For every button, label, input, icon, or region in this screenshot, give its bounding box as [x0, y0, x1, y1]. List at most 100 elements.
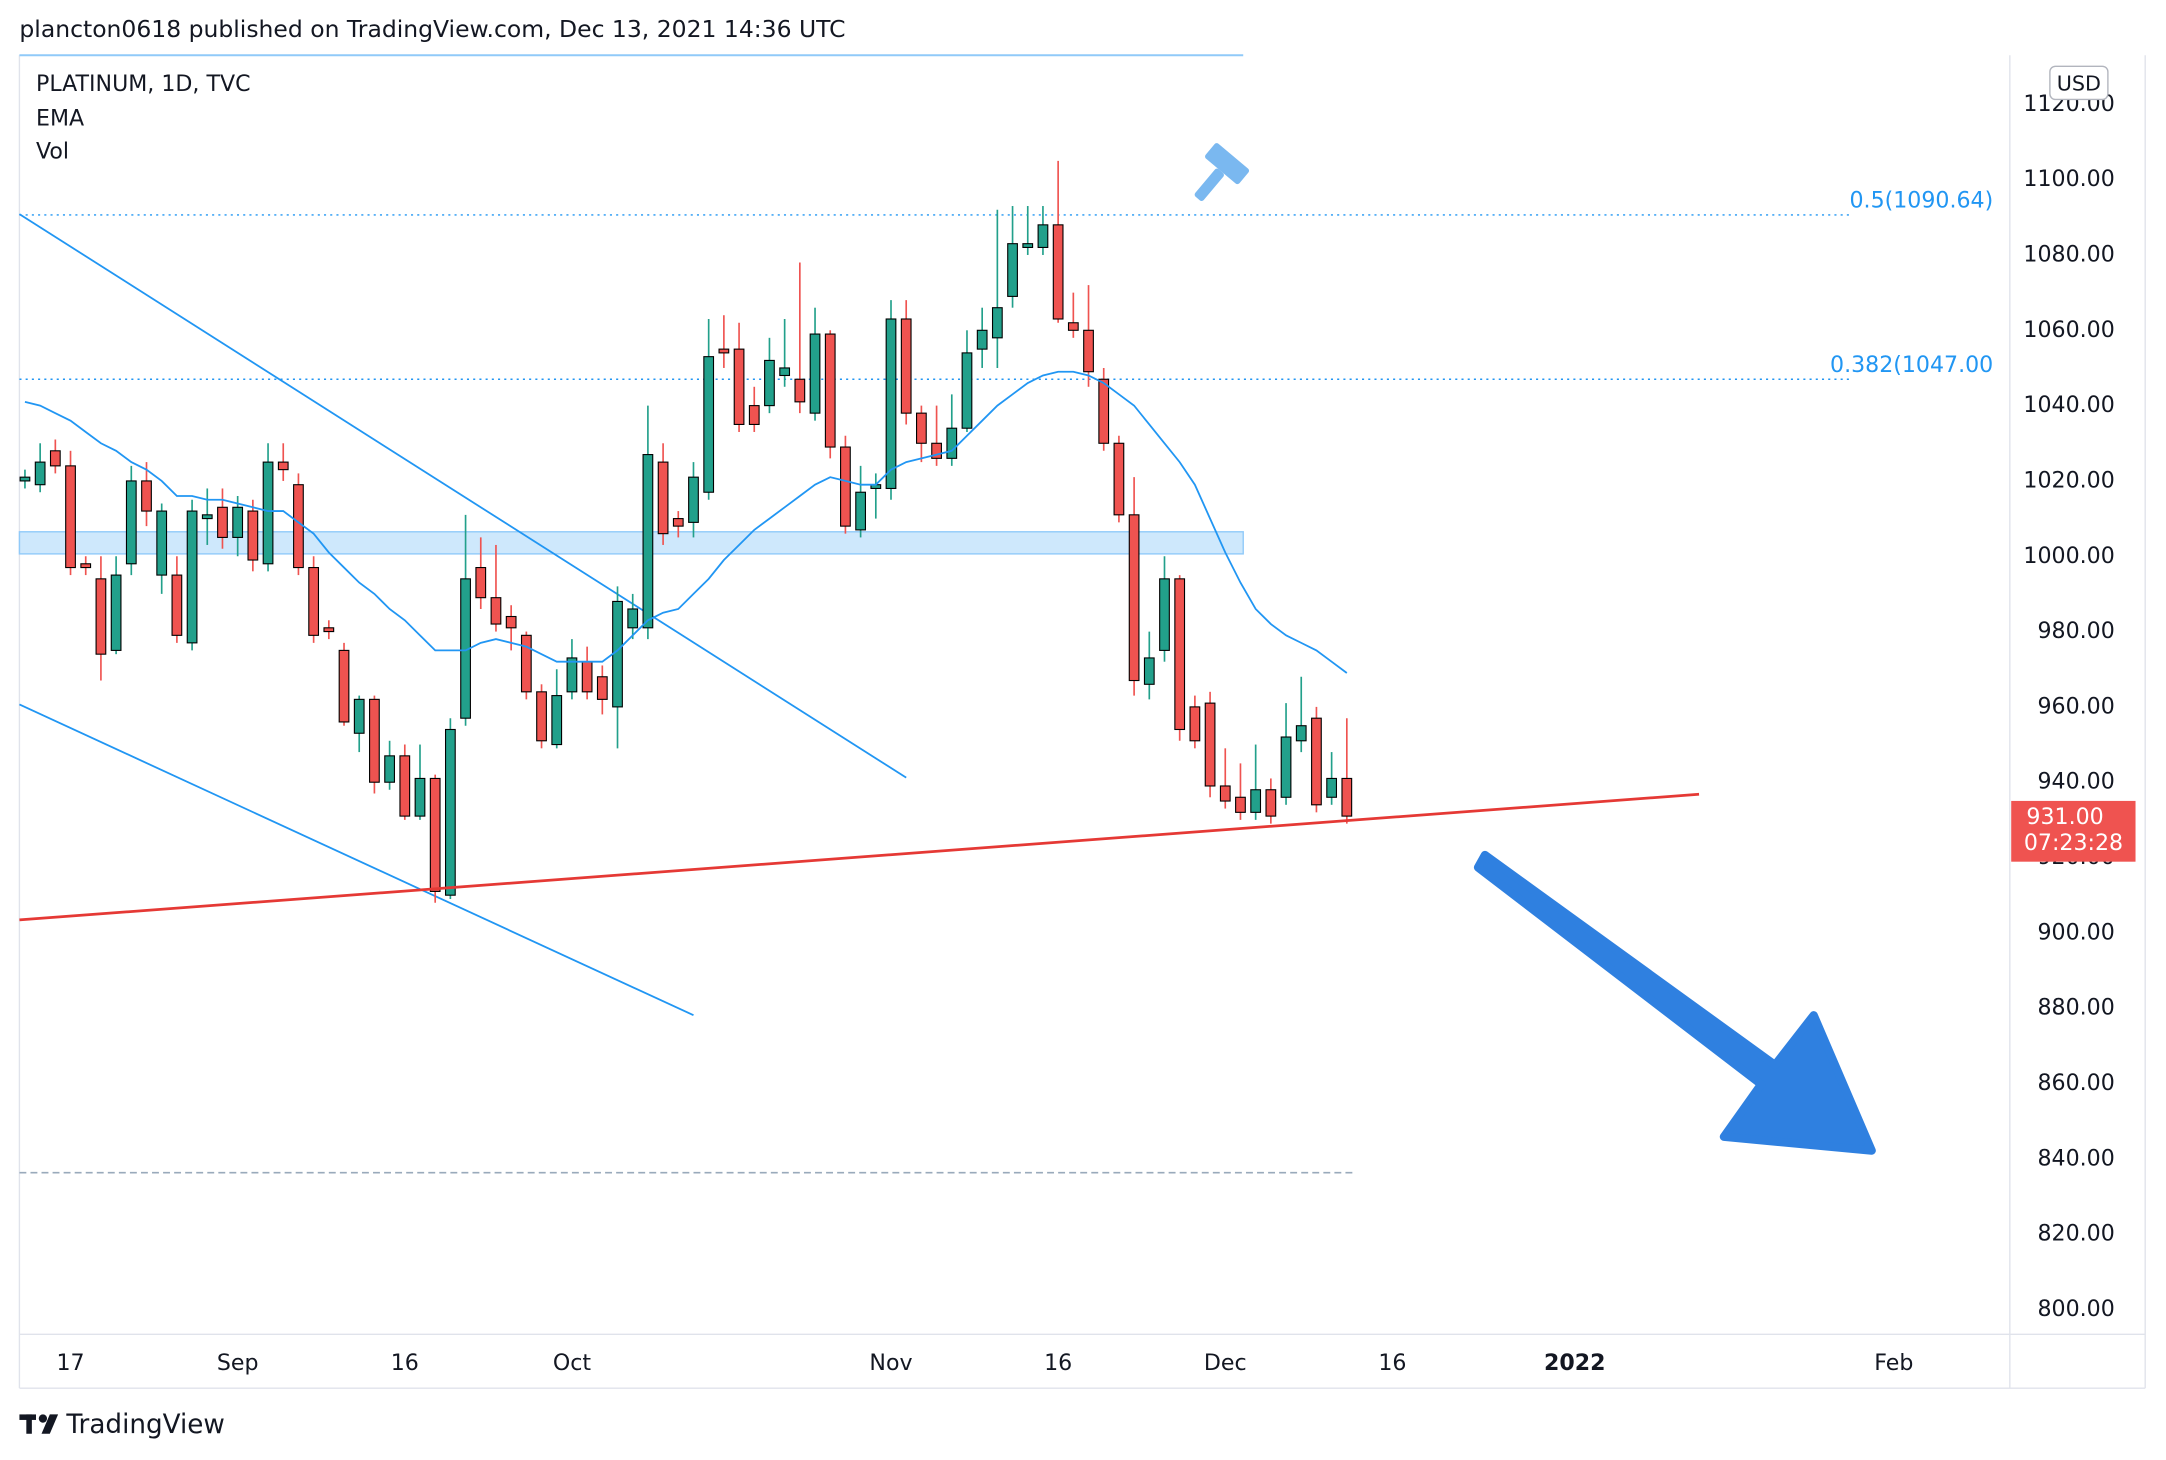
candle-body: [293, 484, 304, 569]
y-tick-label: 1100.00: [2023, 166, 2114, 192]
x-tick-label: Sep: [217, 1350, 259, 1376]
candle-body: [1159, 578, 1170, 651]
ema-line: [24, 370, 1348, 674]
candle-body: [1174, 578, 1186, 731]
candle-body: [247, 510, 259, 561]
y-tick-label: 980.00: [2037, 618, 2114, 644]
candle-body: [110, 574, 122, 651]
ema-label: EMA: [36, 105, 84, 131]
candle-body: [1265, 789, 1277, 817]
candle-body: [1143, 657, 1155, 685]
candle-body: [1083, 329, 1094, 373]
candle-body: [308, 566, 320, 636]
candle-body: [232, 506, 244, 538]
publish-header: plancton0618 published on TradingView.co…: [19, 15, 845, 43]
fib-level-label: 0.382(1047.00: [1830, 352, 1993, 378]
candle-body: [1037, 224, 1049, 248]
candle-body: [627, 608, 639, 629]
tradingview-logo: [19, 1414, 59, 1434]
hammer-handle: [1194, 168, 1224, 201]
candle-body: [900, 318, 912, 414]
y-tick-label: 1040.00: [2023, 392, 2114, 418]
y-tick-label: 1000.00: [2023, 543, 2114, 569]
y-tick-label: 1020.00: [2023, 467, 2114, 493]
candle-body: [551, 695, 563, 746]
candle-body: [1189, 706, 1201, 742]
candle-body: [201, 514, 213, 520]
legend: PLATINUM, 1D, TVC EMA Vol: [36, 71, 251, 165]
hammer-head: [1205, 143, 1250, 185]
footer-brand: TradingView: [65, 1410, 225, 1440]
candle-body: [946, 427, 958, 459]
candle-body: [764, 359, 775, 407]
candle-body: [277, 461, 289, 471]
candle-body: [657, 461, 669, 535]
candle-body: [49, 450, 61, 467]
candle-body: [19, 476, 31, 482]
candle-body: [779, 367, 791, 377]
candle-body: [703, 356, 715, 493]
x-tick-label: 16: [391, 1350, 419, 1376]
candle-body: [444, 728, 456, 896]
candle-body: [1098, 378, 1110, 444]
candle-body: [596, 676, 608, 700]
logo-part: [38, 1414, 48, 1423]
x-tick-label: 16: [1378, 1350, 1406, 1376]
candle-body: [991, 307, 1003, 339]
logo-part: [41, 1414, 59, 1434]
x-tick-label: 16: [1044, 1350, 1072, 1376]
y-tick-label: 880.00: [2037, 995, 2114, 1021]
candle-body: [612, 600, 623, 708]
candle-body: [475, 566, 487, 599]
x-tick-label: 17: [56, 1350, 84, 1376]
candle-body: [536, 691, 547, 742]
candle-body: [414, 777, 426, 817]
candle-body: [1067, 322, 1079, 331]
candle-body: [1235, 796, 1246, 813]
candle-body: [1341, 777, 1353, 817]
candle-body: [338, 649, 350, 723]
candle-body: [429, 777, 441, 892]
candle-body: [1128, 514, 1140, 682]
candle-body: [490, 597, 502, 625]
hammer-icon: [1194, 143, 1250, 201]
candle-body: [688, 476, 699, 523]
candle-body: [1007, 243, 1018, 297]
plot-area: [19, 160, 1851, 903]
candle-body: [855, 491, 867, 531]
candle-body: [809, 333, 821, 414]
down-arrow: [1473, 850, 1876, 1155]
logo-part: [26, 1414, 32, 1434]
candle-body: [733, 348, 745, 425]
candle-body: [824, 333, 836, 448]
candle-body: [1295, 725, 1307, 742]
candle-body: [171, 574, 183, 636]
candle-body: [718, 348, 730, 354]
candle-body: [961, 352, 973, 429]
trend-line: [19, 703, 694, 1017]
candle-body: [353, 698, 365, 734]
candle-body: [885, 318, 897, 490]
x-tick-label: Oct: [553, 1350, 592, 1376]
currency-box[interactable]: [2049, 65, 2109, 101]
y-tick-label: 820.00: [2037, 1221, 2114, 1247]
candle-body: [1022, 243, 1034, 248]
candle-body: [384, 755, 395, 783]
last-price-label: 931.00: [2026, 804, 2103, 830]
candle-body: [95, 578, 107, 655]
candle-body: [399, 755, 411, 817]
candle-body: [840, 446, 851, 527]
y-tick-label: 1060.00: [2023, 317, 2114, 343]
candle-body: [931, 442, 942, 459]
candle-body: [323, 627, 335, 633]
x-tick-label: Dec: [1204, 1350, 1247, 1376]
candle-body: [794, 378, 806, 403]
candle-body: [156, 510, 168, 576]
candle-body: [1311, 717, 1322, 806]
y-tick-label: 800.00: [2037, 1296, 2114, 1322]
candle-body: [748, 405, 760, 425]
symbol-label: PLATINUM, 1D, TVC: [36, 71, 251, 97]
currency-label: USD: [2057, 71, 2101, 95]
support-line: [19, 792, 1700, 922]
